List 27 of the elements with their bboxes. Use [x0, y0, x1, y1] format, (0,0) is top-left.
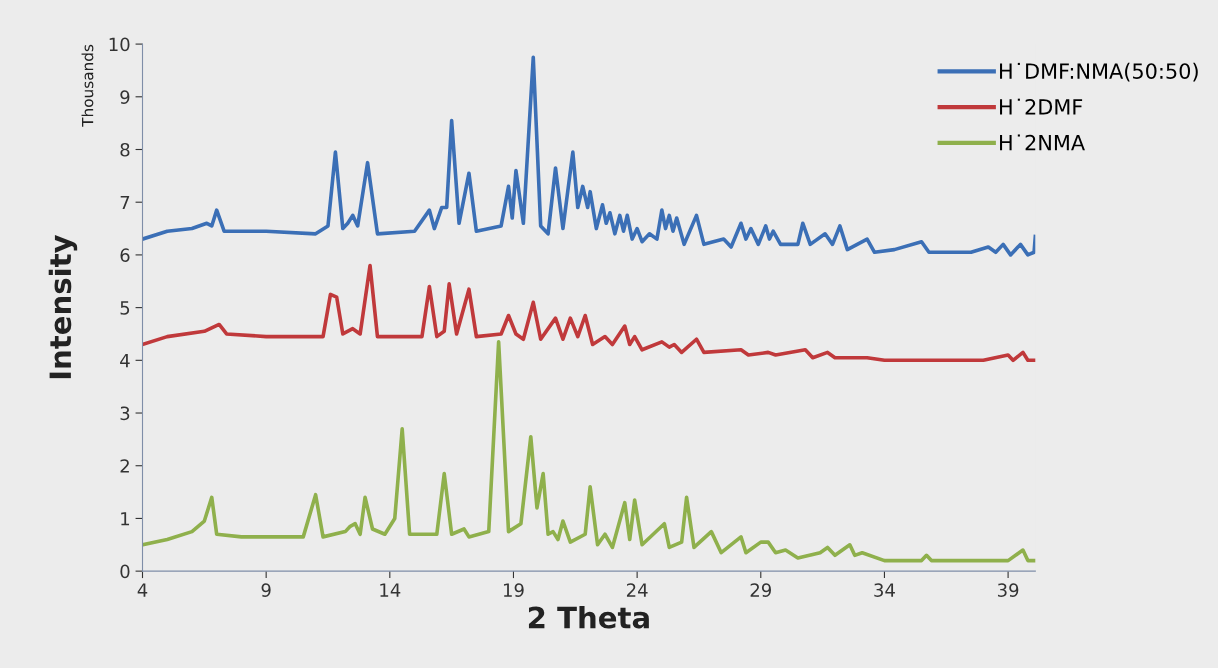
y-tick-label: 9	[120, 90, 130, 104]
x-axis-title: 2 Theta	[528, 605, 649, 629]
y-tick-label: 10	[109, 37, 130, 52]
line-series	[142, 340, 1036, 563]
y-tick-label: 8	[120, 142, 130, 157]
x-tick-label: 4	[137, 583, 148, 597]
legend-label: H˙DMF:NMA(50:50)	[1000, 62, 1198, 82]
y-tick-label: 5	[120, 301, 130, 315]
y-tick-label: 7	[120, 195, 130, 210]
text: Thousands	[81, 44, 94, 127]
x-tick-label: 39	[997, 583, 1019, 597]
y-tick-label: 4	[120, 354, 130, 368]
line-series	[142, 263, 1036, 363]
legend-label: H˙2NMA	[1000, 134, 1085, 151]
x-tick-label: 19	[503, 583, 524, 597]
y-axis-title: Intensity	[48, 234, 78, 379]
x-tick-label: 29	[750, 583, 771, 597]
y-tick-label: 0	[120, 564, 130, 579]
y-tick-label: 3	[120, 406, 130, 421]
y-tick-label: 1	[121, 512, 130, 526]
y-tick-label: 2	[120, 459, 129, 473]
x-tick-label: 9	[261, 583, 271, 597]
legend-label: H˙2DMF	[1000, 98, 1083, 115]
x-tick-label: 24	[626, 583, 648, 597]
y-tick-label: 6	[120, 248, 130, 263]
x-tick-label: 14	[380, 583, 401, 597]
x-tick-label: 34	[874, 583, 895, 597]
